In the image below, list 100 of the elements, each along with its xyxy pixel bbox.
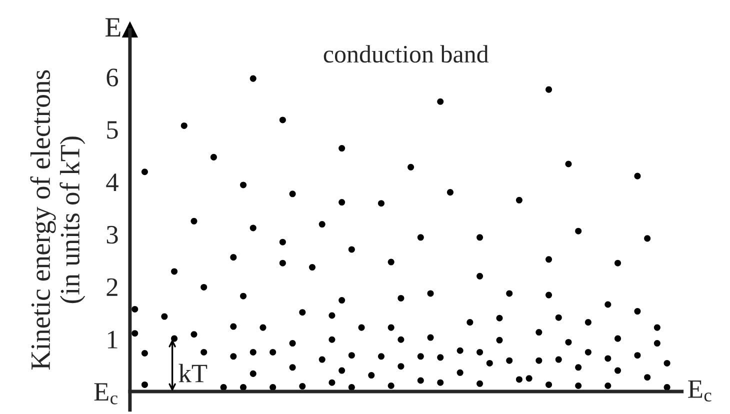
point [526, 375, 532, 382]
point [417, 234, 424, 241]
point [279, 116, 286, 124]
point [614, 335, 622, 342]
point [309, 264, 316, 271]
point [230, 353, 237, 360]
point [338, 367, 346, 374]
point [338, 145, 346, 152]
annotation: kT [178, 364, 208, 382]
point [378, 353, 384, 360]
point [456, 369, 464, 376]
point [180, 122, 188, 129]
point [575, 364, 582, 371]
point [555, 356, 562, 363]
point [388, 258, 394, 266]
point [398, 363, 404, 370]
point [456, 347, 464, 354]
point [546, 256, 552, 263]
point [328, 336, 336, 343]
point [279, 238, 286, 246]
point [476, 348, 484, 356]
point [299, 383, 306, 390]
point [437, 379, 444, 386]
point [546, 292, 552, 298]
point [378, 200, 384, 207]
text: E$_{c}$ [688, 380, 712, 402]
y-tick-label: 3 [106, 226, 118, 244]
point [417, 353, 424, 360]
point [565, 160, 572, 168]
point [476, 272, 484, 280]
point [634, 172, 641, 180]
point [664, 384, 670, 391]
point [546, 86, 552, 93]
point [328, 312, 336, 319]
point [398, 336, 404, 343]
point [506, 290, 513, 297]
point [388, 382, 394, 390]
point [408, 164, 414, 170]
point [190, 331, 198, 338]
y-axis-title: Kinetic energy of electrons (in units of kT) [30, 70, 86, 370]
point [348, 352, 355, 359]
point [437, 98, 444, 105]
point [516, 376, 522, 383]
point [398, 294, 404, 302]
y-tick-label: E$_{c}$ [94, 383, 118, 404]
point [584, 348, 592, 356]
point [338, 297, 346, 304]
point [664, 360, 670, 366]
point [200, 348, 208, 356]
point [230, 323, 237, 330]
point [446, 189, 454, 196]
y-tick-label: 2 [106, 278, 118, 296]
point [250, 348, 256, 356]
point [575, 228, 582, 234]
point [250, 224, 256, 232]
point [240, 384, 247, 391]
point [634, 352, 641, 359]
point [132, 330, 138, 337]
point [318, 221, 326, 228]
point [614, 367, 622, 374]
point [328, 379, 336, 386]
point [210, 154, 217, 160]
y-tick-label: 6 [106, 68, 118, 86]
text: E [105, 18, 120, 36]
point [132, 306, 138, 312]
point [200, 284, 208, 290]
point [417, 377, 424, 384]
point [161, 313, 168, 320]
point [604, 382, 612, 390]
point [614, 260, 622, 266]
point [555, 314, 562, 321]
point [476, 234, 484, 241]
point [141, 168, 148, 176]
point [427, 290, 434, 297]
point [270, 348, 276, 356]
point [486, 360, 493, 366]
annotation: conduction band [324, 45, 489, 63]
point [171, 268, 178, 275]
point [644, 374, 651, 381]
point [654, 324, 660, 331]
point [141, 381, 148, 388]
point [338, 199, 346, 206]
point [358, 324, 365, 331]
point [141, 350, 148, 357]
point [299, 309, 306, 316]
point [250, 370, 256, 377]
point [536, 329, 542, 336]
point [289, 190, 296, 198]
point [230, 254, 237, 261]
point [279, 260, 286, 266]
point [644, 235, 651, 242]
point [260, 324, 266, 331]
point [584, 319, 592, 326]
point [496, 314, 503, 322]
y-tick-label: 5 [107, 121, 118, 139]
point [220, 384, 227, 391]
point [496, 336, 503, 344]
point [516, 196, 522, 204]
point [565, 338, 572, 346]
point [388, 324, 394, 331]
